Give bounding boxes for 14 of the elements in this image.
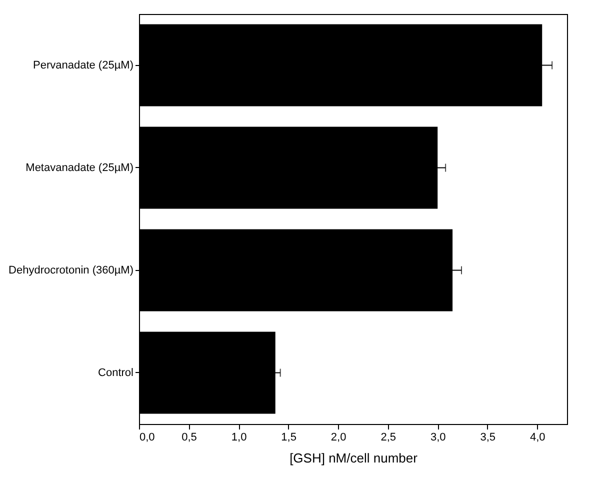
x-tick-label: 1,0	[231, 432, 247, 444]
x-axis-title: [GSH] nM/cell number	[290, 450, 418, 466]
y-tick-label: Pervanadate (25µM)	[33, 59, 134, 72]
x-tick-label: 3,0	[430, 432, 446, 444]
y-tick-label: Control	[98, 366, 134, 379]
x-tick-label: 3,5	[480, 432, 496, 444]
x-tick-label: 0,5	[182, 432, 197, 444]
x-tick-label: 2,5	[380, 432, 396, 444]
y-tick-label: Metavanadate (25µM)	[26, 162, 134, 174]
x-tick-label: 0,0	[140, 432, 155, 444]
x-tick-label: 4,0	[530, 432, 546, 444]
x-tick-label: 2,0	[330, 432, 346, 444]
y-tick-label: Dehydrocrotonin (360µM)	[8, 264, 134, 276]
x-tick-label: 1,5	[281, 432, 296, 444]
